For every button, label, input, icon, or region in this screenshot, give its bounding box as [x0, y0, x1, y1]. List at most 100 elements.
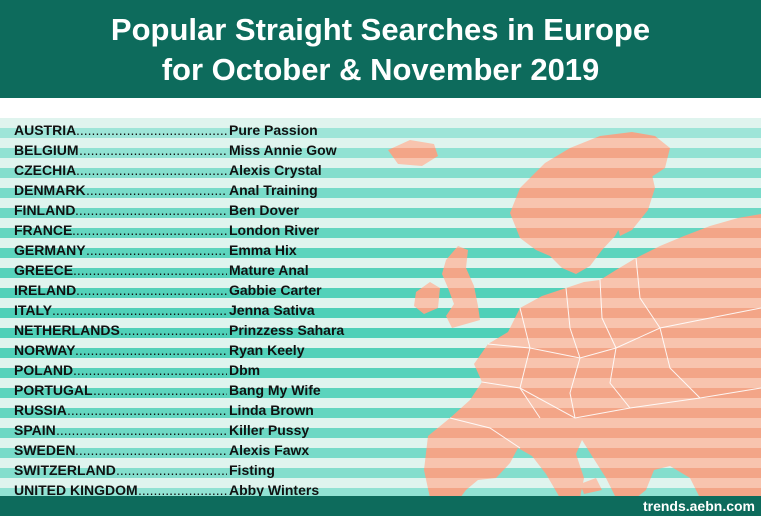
map-stripe	[388, 208, 761, 218]
dot-leader: ........................................…	[120, 322, 227, 338]
dot-leader: ........................................…	[52, 302, 227, 318]
country-name: AUSTRIA	[14, 122, 77, 138]
background-stripe	[0, 278, 761, 288]
map-stripe	[388, 268, 761, 278]
background-stripe	[0, 258, 761, 268]
map-stripe	[388, 158, 761, 168]
dot-leader: ........................................…	[56, 422, 227, 438]
country-name: IRELAND	[14, 282, 77, 298]
map-stripe	[388, 228, 761, 238]
source-url: trends.aebn.com	[642, 498, 755, 514]
dot-leader: ........................................…	[73, 262, 227, 278]
map-stripe	[388, 278, 761, 288]
country-name: DENMARK	[14, 182, 86, 198]
map-stripe	[388, 318, 761, 328]
search-term: Linda Brown	[229, 402, 314, 418]
background-stripe	[0, 178, 761, 188]
dot-leader: ........................................…	[75, 442, 227, 458]
dot-leader: ........................................…	[76, 122, 227, 138]
map-stripe	[388, 378, 761, 388]
country-name: SPAIN	[14, 422, 56, 438]
map-stripe	[388, 438, 761, 448]
background-stripe	[0, 388, 761, 398]
dot-leader: ........................................…	[138, 482, 227, 498]
search-term: Abby Winters	[229, 482, 320, 498]
map-stripe	[388, 468, 761, 478]
background-stripe	[0, 398, 761, 408]
dot-leader: ........................................…	[67, 402, 227, 418]
background-stripe	[0, 338, 761, 348]
background-stripe	[0, 308, 761, 318]
background-stripe	[0, 118, 761, 128]
background-stripe	[0, 248, 761, 258]
background-stripe	[0, 448, 761, 458]
background-stripe	[0, 218, 761, 228]
background-stripe	[0, 158, 761, 168]
map-stripe	[388, 328, 761, 338]
country-name: SWITZERLAND	[14, 462, 116, 478]
background-stripe	[0, 208, 761, 218]
background-stripe	[0, 188, 761, 198]
dot-leader: ........................................…	[72, 222, 227, 238]
background-stripe	[0, 288, 761, 298]
map-stripe	[388, 338, 761, 348]
background-stripe	[0, 478, 761, 488]
search-term: Alexis Fawx	[229, 442, 310, 458]
background-stripe	[0, 438, 761, 448]
map-stripe	[388, 398, 761, 408]
background-stripe	[0, 468, 761, 478]
search-term: Mature Anal	[229, 262, 309, 278]
dot-leader: ........................................…	[116, 462, 227, 478]
map-stripe	[388, 238, 761, 248]
background-stripe	[0, 138, 761, 148]
map-stripe	[388, 132, 761, 138]
search-term: Jenna Sativa	[229, 302, 315, 318]
header-banner: Popular Straight Searches in Europe for …	[0, 0, 761, 98]
map-stripe	[388, 448, 761, 458]
search-term: London River	[229, 222, 320, 238]
search-term: Anal Training	[229, 182, 318, 198]
country-name: GERMANY	[14, 242, 86, 258]
map-stripe	[370, 118, 761, 128]
background-stripe	[0, 358, 761, 368]
page-title-line-2: for October & November 2019	[161, 52, 600, 87]
dot-leader: ........................................…	[75, 342, 227, 358]
background-stripe	[0, 168, 761, 178]
search-term: Killer Pussy	[229, 422, 310, 438]
map-stripe	[388, 178, 761, 188]
background-stripe	[0, 458, 761, 468]
background-stripe	[0, 318, 761, 328]
background-stripe	[0, 328, 761, 338]
map-stripe	[388, 458, 761, 468]
country-name: CZECHIA	[14, 162, 77, 178]
country-name: POLAND	[14, 362, 74, 378]
country-name: RUSSIA	[14, 402, 67, 418]
map-stripe	[388, 188, 761, 198]
map-stripe	[388, 388, 761, 398]
page-title-line-1: Popular Straight Searches in Europe	[110, 12, 651, 47]
search-term: Pure Passion	[229, 122, 318, 138]
map-stripe	[388, 428, 761, 438]
dot-leader: ........................................…	[76, 162, 227, 178]
background-stripe	[0, 148, 761, 158]
background-stripe	[0, 128, 761, 138]
background-stripe	[0, 298, 761, 308]
search-term: Alexis Crystal	[229, 162, 322, 178]
search-term: Fisting	[229, 462, 275, 478]
background-stripe	[0, 418, 761, 428]
background-stripe	[0, 238, 761, 248]
map-stripe	[388, 308, 761, 318]
background-stripe	[0, 408, 761, 418]
search-term: Emma Hix	[229, 242, 297, 258]
background-stripe	[0, 198, 761, 208]
search-term: Dbm	[229, 362, 261, 378]
search-term: Prinzzess Sahara	[229, 322, 345, 338]
footer-bar: trends.aebn.com	[0, 496, 761, 516]
country-name: NETHERLANDS	[14, 322, 120, 338]
background-stripe	[0, 378, 761, 388]
dot-leader: ........................................…	[73, 362, 227, 378]
europe-map-icon	[370, 118, 761, 498]
dot-leader: ........................................…	[86, 182, 227, 198]
map-stripe	[388, 418, 761, 428]
dot-leader: ........................................…	[86, 242, 227, 258]
